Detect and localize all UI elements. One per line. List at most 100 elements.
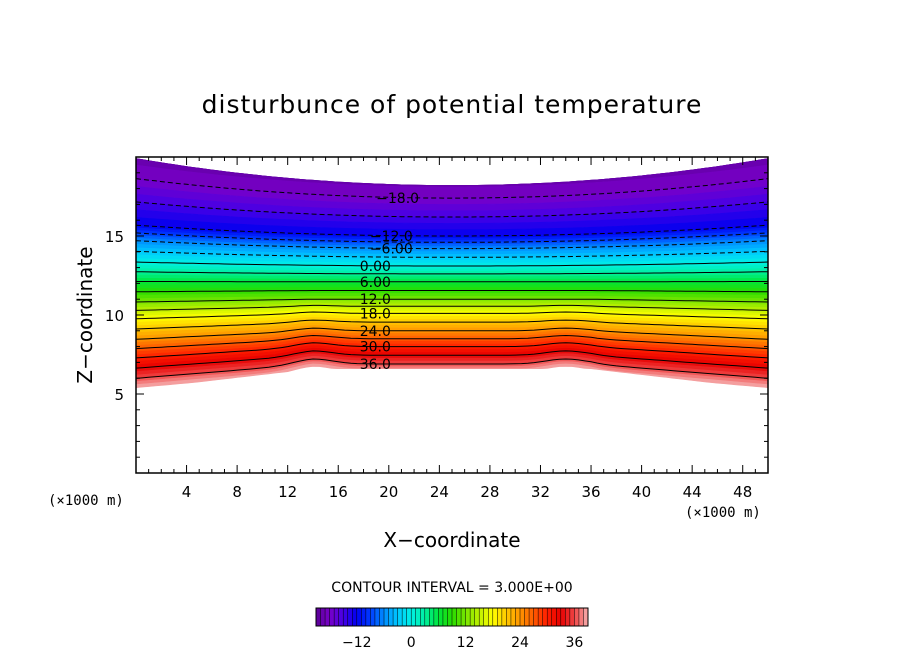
colorbar-cell [433, 608, 439, 626]
contour-line [136, 261, 768, 267]
x-tick-label: 20 [379, 483, 398, 501]
x-tick-label: 4 [182, 483, 192, 501]
colorbar-tick-label: 12 [457, 635, 475, 651]
contour-line [136, 250, 768, 258]
colorbar-cell [411, 608, 417, 626]
colorbar-cell [456, 608, 462, 626]
contour-line [136, 224, 768, 237]
contour-line [136, 311, 768, 320]
contour-interval-text: CONTOUR INTERVAL = 3.000E+00 [331, 580, 572, 596]
colorbar-cell [347, 608, 353, 626]
contour-label: 24.0 [360, 324, 391, 340]
contour-line [136, 304, 768, 311]
colorbar-cell [329, 608, 335, 626]
contour-label: 0.00 [360, 259, 391, 275]
colorbar-cell [325, 608, 330, 626]
contour-line [136, 350, 768, 369]
colorbar-cell [492, 608, 498, 626]
colorbar-cell [388, 608, 394, 626]
colorbar-cell [461, 608, 466, 626]
colorbar-cell [424, 608, 430, 626]
contour-line [136, 232, 768, 243]
contour-line [136, 240, 768, 250]
x-tick-label: 32 [531, 483, 550, 501]
colorbar-cell [438, 608, 444, 626]
x-tick-label: 12 [278, 483, 297, 501]
colorbar-cell [365, 608, 371, 626]
colorbar-cell [497, 608, 503, 626]
y-tick-labels: 5 10 15 [105, 228, 124, 404]
x-unit-label: (×1000 m) [685, 505, 761, 521]
y-tick-label: 15 [105, 228, 124, 246]
colorbar-cell [397, 608, 403, 626]
colorbar-cell [338, 608, 344, 626]
colorbar-cell [542, 608, 548, 626]
x-tick-label: 28 [480, 483, 499, 501]
contour-label: 30.0 [360, 340, 391, 356]
colorbar-cell [515, 608, 521, 626]
contour-line [136, 201, 768, 218]
colorbar-tick-label: 0 [407, 635, 416, 651]
x-tick-label: 48 [733, 483, 752, 501]
y-tick-label: 5 [114, 386, 124, 404]
chart-title: disturbunce of potential temperature [202, 90, 703, 119]
contour-label: −18.0 [376, 191, 419, 207]
contour-line [136, 358, 768, 379]
contour-label: 12.0 [360, 292, 391, 308]
field-band [136, 363, 768, 389]
x-tick-label: 44 [683, 483, 702, 501]
colorbar-cell [452, 608, 457, 626]
colorbar-cell [479, 608, 485, 626]
y-unit-label: (×1000 m) [48, 493, 124, 509]
contour-line [136, 327, 768, 340]
colorbar-cell [474, 608, 480, 626]
colorbar-cell [447, 608, 453, 626]
colorbar-cell [556, 608, 562, 626]
y-axis-label: Z−coordinate [73, 246, 97, 383]
x-tick-label: 8 [232, 483, 242, 501]
colorbar-cell [370, 608, 376, 626]
colorbar-cell [393, 608, 398, 626]
contour-label: −6.00 [370, 242, 413, 258]
colorbar-cell [406, 608, 412, 626]
contour-label: 18.0 [360, 306, 391, 322]
contour-label: −12.0 [370, 229, 413, 245]
x-tick-label: 16 [329, 483, 348, 501]
x-axis-label: X−coordinate [383, 528, 520, 552]
colorbar-cell [551, 608, 557, 626]
colorbar-cell [320, 608, 326, 626]
contour-line [136, 178, 768, 199]
colorbar-cell [506, 608, 512, 626]
contour-line [136, 342, 768, 359]
colorbar-cell [488, 608, 494, 626]
colorbar-cell [510, 608, 516, 626]
x-tick-label: 36 [581, 483, 600, 501]
colorbar-cell [569, 608, 575, 626]
colorbar-cell [470, 608, 475, 626]
contour-line [136, 271, 768, 275]
y-tick-label: 10 [105, 307, 124, 325]
contour-label: 6.00 [360, 275, 391, 291]
colorbar-cell [415, 608, 421, 626]
colorbar-cell [356, 608, 362, 626]
colorbar-cell [560, 608, 566, 626]
contour-line [136, 334, 768, 350]
colorbar-cell [483, 608, 489, 626]
colorbar-cell [583, 608, 589, 626]
x-tick-labels: 4 8 12 16 20 24 28 32 36 40 44 48 [182, 483, 752, 501]
colorbar-cell [420, 608, 426, 626]
colorbar-cell [343, 608, 349, 626]
colorbar-cell [316, 608, 321, 626]
contour-line [136, 290, 768, 293]
colorbar-cell [533, 608, 539, 626]
colorbar-cell [520, 608, 525, 626]
colorbar-cell [361, 608, 367, 626]
colorbar-cell [538, 608, 543, 626]
colorbar-cell [352, 608, 358, 626]
colorbar-tick-labels: −12 0 12 24 36 [342, 635, 583, 651]
colorbar-cell [524, 608, 530, 626]
colorbar-cell [334, 608, 339, 626]
colorbar-cell [402, 608, 407, 626]
